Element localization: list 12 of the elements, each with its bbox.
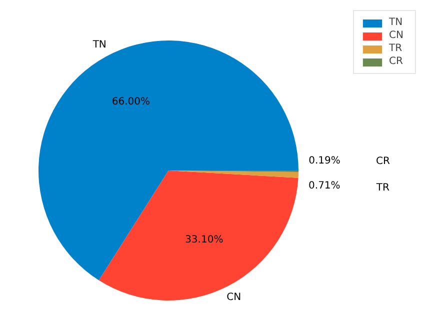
legend-label: CN — [389, 30, 404, 41]
data-label: 0.19% — [308, 156, 340, 167]
category-label: TR — [376, 182, 390, 194]
legend-label: TR — [389, 43, 404, 54]
slice-label: TN — [92, 40, 106, 51]
category-label: CR — [376, 156, 390, 167]
data-label: 33.10% — [185, 234, 224, 246]
legend-label: CR — [389, 56, 404, 67]
data-label: 0.71% — [308, 180, 340, 192]
data-label: 66.00% — [112, 96, 150, 108]
legend-label: TN — [389, 17, 404, 28]
slice-label: CN — [226, 292, 242, 304]
